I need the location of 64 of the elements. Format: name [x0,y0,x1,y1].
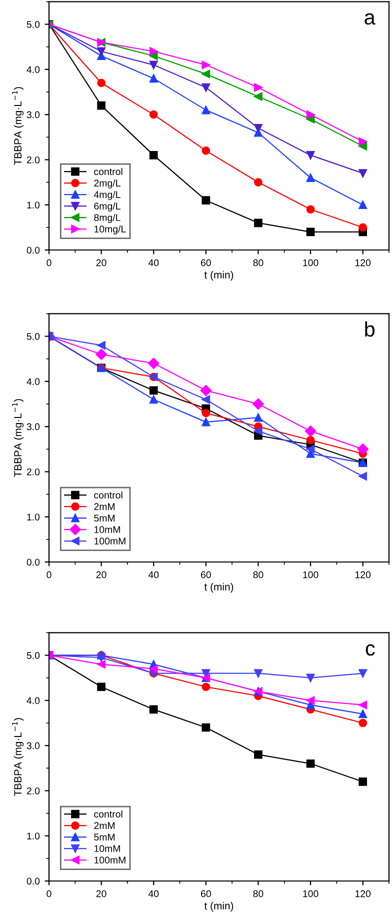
annotation: c [366,644,375,656]
x-tick-label: 120 [355,571,371,578]
x-axis-title: t (min) [204,582,234,593]
y-tick-label: 4.0 [26,378,40,386]
x-tick-label: 0 [46,571,52,578]
x-tick-label: 40 [148,890,159,898]
x-tick-label: 0 [46,259,52,266]
y-axis-title: TBBPA (mg·L$^{−1}$) [12,718,24,796]
y-tick-label: 4.0 [26,66,40,74]
y-tick-label: 5.0 [26,21,40,28]
y-tick-label: 0.0 [26,878,40,885]
x-axis-title: t (min) [204,902,234,912]
legend-label: 100mM [94,538,126,545]
legend-label: 10mg/L [94,225,126,234]
x-tick-label: 0 [46,890,52,898]
y-tick-label: 2.0 [26,468,40,476]
x-tick-label: 120 [355,259,371,266]
x-axis-title: t (min) [204,270,234,281]
x-tick-label: 80 [253,890,264,898]
legend-label: 100mM [94,856,126,864]
y-tick-label: 2.0 [26,156,40,164]
legend-label: 2mM [94,822,115,829]
legend-label: 10mM [94,845,120,852]
y-tick-label: 1.0 [27,514,40,520]
y-tick-label: 3.0 [26,111,40,118]
y-axis-title: TBBPA (mg·L$^{−1}$) [12,87,24,166]
legend-label: 4mg/L [94,190,120,200]
y-tick-label: 5.0 [26,652,40,659]
legend-label: control [94,491,122,499]
legend-label: 10mM [94,526,120,534]
legend-label: 5mM [94,514,115,522]
annotation: b [365,321,375,337]
x-tick-label: 80 [253,571,264,578]
x-tick-label: 100 [303,571,318,578]
x-tick-label: 60 [201,890,211,898]
x-tick-label: 120 [355,890,371,898]
x-tick-label: 100 [303,259,318,266]
y-tick-label: 1.0 [27,202,40,208]
y-tick-label: 2.0 [26,787,40,794]
y-axis-title: TBBPA (mg·L$^{−1}$) [12,399,24,478]
annotation: a [364,13,376,25]
legend-label: 6mg/L [94,202,120,212]
x-tick-label: 60 [201,571,211,578]
y-tick-label: 1.0 [27,832,40,840]
y-tick-label: 5.0 [26,333,40,340]
y-tick-label: 0.0 [26,246,40,254]
legend-label: 2mM [94,503,115,510]
legend-label: 8mg/L [94,214,120,223]
x-tick-label: 40 [148,571,159,578]
x-tick-label: 40 [148,259,159,266]
legend-label: control [94,168,122,176]
x-tick-label: 20 [96,571,106,578]
y-tick-label: 3.0 [26,742,40,750]
x-tick-label: 100 [303,890,318,898]
x-tick-label: 80 [253,259,264,266]
x-tick-label: 60 [201,259,211,266]
legend-label: control [94,810,122,818]
x-tick-label: 20 [96,259,106,266]
x-tick-label: 20 [96,890,106,898]
legend-label: 2mg/L [94,179,120,188]
y-tick-label: 3.0 [26,423,40,430]
legend-label: 5mM [94,834,115,841]
y-tick-label: 4.0 [26,697,40,704]
y-tick-label: 0.0 [26,558,40,566]
